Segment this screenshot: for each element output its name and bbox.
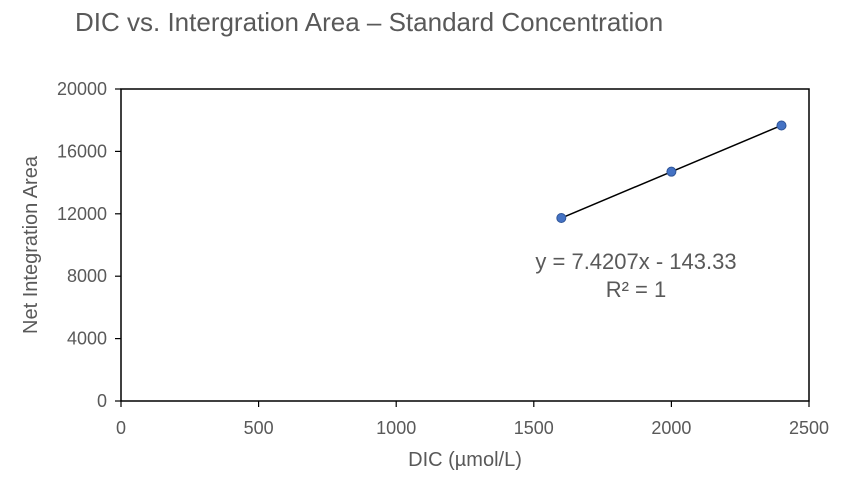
plot-area [120, 88, 810, 402]
y-tick-label: 0 [97, 391, 107, 411]
x-axis-ticks: 0 500 1000 1500 2000 2500 [116, 401, 829, 438]
data-point [666, 166, 677, 177]
x-tick-label: 1000 [376, 418, 416, 438]
x-tick-label: 2000 [651, 418, 691, 438]
y-axis-label: Net Integration Area [20, 155, 42, 334]
x-axis-label: DIC (µmol/L) [408, 449, 522, 471]
x-tick-label: 2500 [789, 418, 829, 438]
r-squared-label: R² = 1 [606, 277, 667, 302]
x-tick-label: 500 [244, 418, 274, 438]
trendline-equation: y = 7.4207x - 143.33 [535, 249, 736, 274]
x-tick-label: 1500 [514, 418, 554, 438]
y-tick-label: 20000 [57, 79, 107, 99]
data-point [776, 120, 787, 131]
y-tick-label: 4000 [67, 329, 107, 349]
y-tick-label: 12000 [57, 204, 107, 224]
chart-title: DIC vs. Intergration Area – Standard Con… [75, 7, 663, 37]
y-tick-label: 16000 [57, 141, 107, 161]
data-points [556, 120, 787, 224]
y-tick-label: 8000 [67, 266, 107, 286]
y-axis-ticks: 0 4000 8000 12000 16000 20000 [57, 79, 121, 411]
data-point [556, 213, 567, 224]
x-tick-label: 0 [116, 418, 126, 438]
